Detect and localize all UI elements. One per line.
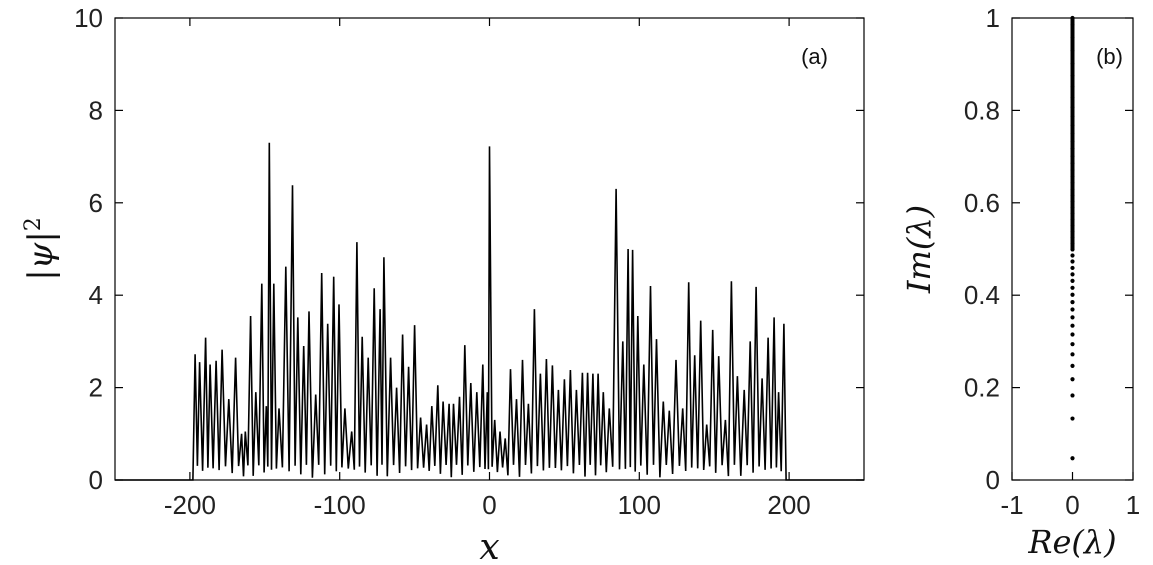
b-eigenvalue-point bbox=[1070, 332, 1075, 337]
b-eigenvalue-point bbox=[1070, 300, 1075, 305]
b-y-tick-label: 1 bbox=[986, 3, 1000, 33]
a-x-ticks: -200 -100 0 100 200 bbox=[164, 18, 811, 520]
a-y-axis-label: |ψ|2 bbox=[21, 217, 61, 281]
b-x-tick-label: -1 bbox=[1000, 490, 1023, 520]
a-y-axis-label-sup: 2 bbox=[21, 217, 46, 231]
b-y-tick-label: 0 bbox=[986, 465, 1000, 495]
b-points bbox=[1070, 15, 1075, 461]
panel-b: -1 0 1 00.20.40.60.81 (b) Re(λ) Im(λ) bbox=[900, 3, 1140, 561]
a-x-tick-label: -200 bbox=[164, 490, 216, 520]
b-eigenvalue-point bbox=[1070, 278, 1075, 283]
a-y-tick-label: 4 bbox=[89, 280, 103, 310]
a-panel-label: (a) bbox=[801, 44, 828, 69]
b-eigenvalue-point bbox=[1070, 456, 1075, 461]
b-eigenvalue-point bbox=[1070, 265, 1075, 271]
b-y-axis-label-group: Im(λ) bbox=[900, 205, 938, 294]
b-x-tick-label: 1 bbox=[1126, 490, 1140, 520]
a-x-tick-label: 0 bbox=[482, 490, 496, 520]
b-x-tick-label: 0 bbox=[1065, 490, 1079, 520]
a-y-axis-label-group: |ψ|2 bbox=[21, 217, 61, 281]
b-x-ticks: -1 0 1 bbox=[1000, 472, 1140, 520]
b-y-tick-label: 0.8 bbox=[964, 95, 1000, 125]
b-x-axis-label: Re(λ) bbox=[1027, 523, 1116, 561]
b-eigenvalue-point bbox=[1070, 323, 1075, 328]
b-y-tick-label: 0.4 bbox=[964, 280, 1000, 310]
b-eigenvalue-point bbox=[1070, 363, 1075, 368]
a-x-tick-label: -100 bbox=[314, 490, 366, 520]
b-eigenvalue-point bbox=[1070, 393, 1075, 398]
b-eigenvalue-point bbox=[1070, 272, 1075, 277]
b-eigenvalue-point bbox=[1070, 352, 1075, 357]
b-y-ticks: 0 0.2 0.4 0.6 0.8 1 bbox=[964, 3, 1133, 495]
a-y-tick-label: 0 bbox=[89, 465, 103, 495]
b-eigenvalue-point bbox=[1070, 342, 1075, 347]
a-y-tick-label: 6 bbox=[89, 188, 103, 218]
a-x-axis-label: x bbox=[479, 527, 499, 565]
a-x-tick-label: 100 bbox=[618, 490, 661, 520]
a-y-tick-label: 8 bbox=[89, 95, 103, 125]
b-panel-label: (b) bbox=[1096, 44, 1123, 69]
b-eigenvalue-point bbox=[1070, 315, 1075, 320]
b-y-tick-label: 0.2 bbox=[964, 373, 1000, 403]
b-eigenvalue-point bbox=[1070, 292, 1075, 297]
a-y-axis-label-base: |ψ| bbox=[21, 231, 61, 281]
a-series-line bbox=[115, 142, 864, 481]
b-eigenvalue-point bbox=[1070, 285, 1075, 290]
b-y-axis-label: Im(λ) bbox=[900, 205, 938, 294]
b-eigenvalue-point bbox=[1070, 377, 1075, 382]
a-y-tick-label: 10 bbox=[74, 3, 103, 33]
b-y-tick-label: 0.6 bbox=[964, 188, 1000, 218]
a-x-tick-label: 200 bbox=[767, 490, 810, 520]
a-y-ticks: 0 2 4 6 8 10 bbox=[74, 3, 864, 495]
b-eigenvalue-point bbox=[1070, 259, 1075, 264]
a-y-tick-label: 2 bbox=[89, 373, 103, 403]
b-eigenvalue-point bbox=[1070, 416, 1075, 421]
b-eigenvalue-point bbox=[1070, 307, 1075, 312]
b-eigenvalue-point bbox=[1070, 253, 1075, 258]
